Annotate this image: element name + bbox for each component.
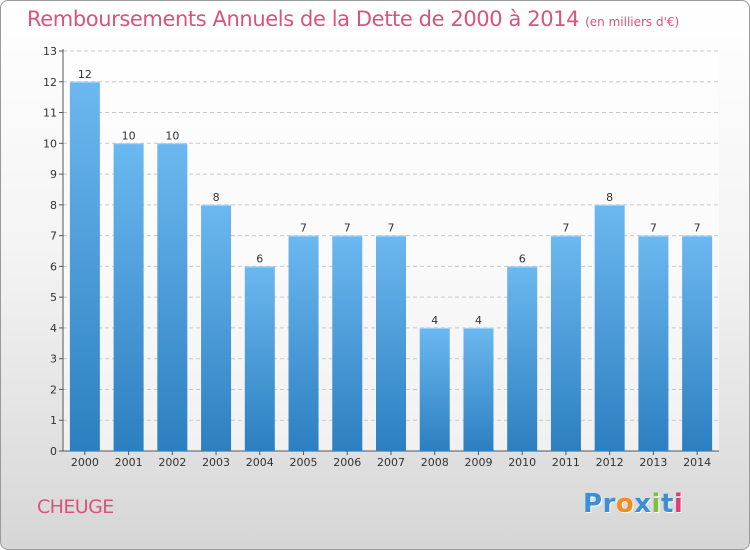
y-tick-label: 3	[50, 353, 57, 366]
x-tick-label: 2006	[333, 456, 361, 469]
y-tick-label: 10	[43, 137, 57, 150]
x-tick-label: 2000	[71, 456, 99, 469]
bar-2002	[157, 143, 188, 452]
x-tick-label: 2013	[639, 456, 667, 469]
bar-2003	[201, 204, 232, 451]
chart-subtitle: (en milliers d'€)	[585, 15, 680, 29]
bar-2012	[594, 204, 625, 451]
x-tick-label: 2002	[158, 456, 186, 469]
bar-value-label: 10	[165, 129, 179, 142]
bar-2004	[244, 266, 275, 451]
bar-value-label: 7	[344, 222, 351, 235]
y-tick-label: 7	[50, 230, 57, 243]
logo-letter: x	[634, 489, 652, 519]
bar-2001	[113, 143, 144, 452]
x-tick-label: 2009	[464, 456, 492, 469]
logo-letter: r	[602, 489, 616, 519]
bar-2010	[507, 266, 538, 451]
chart-title: Remboursements Annuels de la Dette de 20…	[27, 7, 679, 31]
bar-2007	[376, 235, 406, 451]
commune-name: CHEUGE	[37, 496, 114, 518]
proxiti-logo: Proxiti	[583, 489, 683, 519]
y-tick-label: 13	[43, 45, 57, 58]
bar-value-label: 7	[650, 222, 657, 235]
x-tick-label: 2008	[421, 456, 449, 469]
y-tick-label: 9	[50, 168, 57, 181]
logo-letter: t	[660, 489, 674, 519]
bar-value-label: 8	[606, 191, 613, 204]
x-tick-label: 2004	[246, 456, 274, 469]
y-tick-label: 8	[50, 199, 57, 212]
bar-value-label: 4	[475, 314, 482, 327]
y-tick-label: 4	[50, 322, 57, 335]
bar-2013	[638, 235, 669, 451]
bar-2011	[550, 235, 581, 451]
bar-2008	[419, 327, 450, 451]
logo-letter: i	[651, 489, 661, 519]
bar-value-label: 6	[256, 252, 263, 265]
y-tick-label: 1	[50, 414, 57, 427]
bar-value-label: 7	[300, 222, 307, 235]
y-tick-label: 11	[43, 107, 57, 120]
x-tick-label: 2014	[683, 456, 711, 469]
bar-value-label: 4	[431, 314, 438, 327]
x-tick-label: 2001	[115, 456, 143, 469]
logo-letter: i	[673, 489, 684, 519]
y-tick-label: 5	[50, 291, 57, 304]
bar-value-label: 10	[122, 129, 136, 142]
y-tick-label: 0	[50, 445, 57, 458]
logo-letter: P	[583, 489, 603, 519]
bar-value-label: 7	[694, 222, 701, 235]
bar-value-label: 7	[388, 222, 395, 235]
bar-2009	[463, 327, 494, 451]
x-tick-label: 2005	[290, 456, 318, 469]
logo-letter: o	[615, 489, 635, 519]
y-tick-label: 6	[50, 260, 57, 273]
bar-2005	[288, 235, 319, 451]
x-tick-label: 2003	[202, 456, 230, 469]
x-tick-label: 2010	[508, 456, 536, 469]
bar-2000	[69, 81, 100, 452]
bar-value-label: 6	[519, 252, 526, 265]
y-tick-label: 12	[43, 76, 57, 89]
bar-2006	[332, 235, 363, 451]
x-tick-label: 2012	[596, 456, 624, 469]
bar-2014	[682, 235, 713, 451]
y-tick-label: 2	[50, 383, 57, 396]
bar-value-label: 7	[562, 222, 569, 235]
chart-title-text: Remboursements Annuels de la Dette de 20…	[27, 7, 580, 31]
x-tick-label: 2007	[377, 456, 405, 469]
bar-value-label: 8	[213, 191, 220, 204]
bar-value-label: 12	[78, 68, 92, 81]
x-tick-label: 2011	[552, 456, 580, 469]
